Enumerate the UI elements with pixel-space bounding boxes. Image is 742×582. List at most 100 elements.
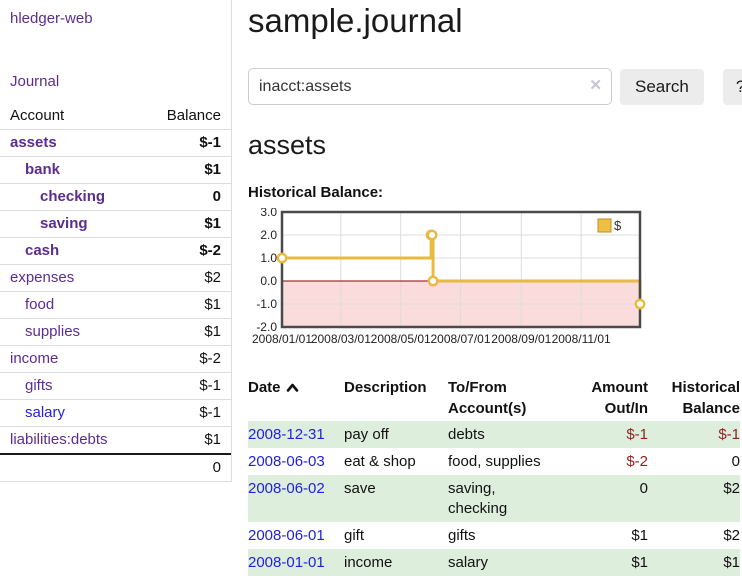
transaction-amount: 0	[639, 480, 648, 497]
transaction-row: 2008-06-02 save saving, checking 0 $2	[248, 475, 740, 522]
account-row: supplies $1	[0, 318, 231, 346]
account-balance: $1	[144, 210, 231, 238]
transaction-accounts: saving, checking	[448, 480, 508, 517]
transaction-date-link[interactable]: 2008-06-02	[248, 480, 325, 497]
account-balance: $1	[144, 426, 231, 454]
account-row: bank $1	[0, 156, 231, 184]
transaction-accounts: salary	[448, 554, 489, 571]
search-button[interactable]: Search	[620, 68, 704, 105]
account-link-liabilities-debts[interactable]: liabilities:debts	[10, 431, 108, 448]
transaction-date-link[interactable]: 2008-06-03	[248, 453, 325, 470]
chart-y-tick-label: -2.0	[256, 320, 277, 334]
transaction-amount: $-1	[626, 426, 648, 443]
transaction-date-link[interactable]: 2008-01-01	[248, 554, 325, 571]
transaction-row: 2008-01-01 income salary $1 $1	[248, 549, 740, 576]
chart-y-tick-label: 2.0	[260, 228, 277, 242]
account-row: salary $-1	[0, 399, 231, 427]
account-row: assets $-1	[0, 129, 231, 157]
transaction-row: 2008-06-03 eat & shop food, supplies $-2 0	[248, 448, 740, 475]
sidebar: hledger-web Journal Account Balance asse…	[0, 0, 232, 482]
transaction-balance: $2	[723, 527, 740, 544]
chart-data-point	[427, 275, 439, 287]
account-balance: $-1	[144, 372, 231, 400]
chart-x-tick-label: 2008/01/01	[252, 332, 312, 346]
account-balance: $-1	[144, 129, 231, 157]
account-balance: $2	[144, 264, 231, 292]
sort-ascending-icon	[286, 383, 298, 392]
transaction-description: eat & shop	[344, 453, 416, 470]
transaction-row: 2008-12-31 pay off debts $-1 $-1	[248, 421, 740, 448]
account-balance: 0	[144, 183, 231, 211]
account-row: income $-2	[0, 345, 231, 373]
search-input[interactable]	[248, 68, 612, 105]
transaction-accounts: debts	[448, 426, 485, 443]
account-link-supplies[interactable]: supplies	[25, 323, 81, 340]
chart-title: Historical Balance:	[248, 184, 384, 201]
chart-legend-swatch	[597, 218, 612, 233]
chart-y-tick-label: 3.0	[260, 208, 277, 219]
chart-x-tick-label: 2008/03/01	[311, 332, 371, 346]
accounts-total-balance: 0	[144, 453, 231, 482]
account-link-bank[interactable]: bank	[25, 161, 61, 178]
amount-column-header: Amount Out/In	[591, 379, 648, 417]
accounts-total-row: 0	[0, 453, 231, 482]
description-column-header: Description	[344, 379, 427, 396]
account-link-cash[interactable]: cash	[25, 242, 60, 259]
transaction-description: save	[344, 480, 376, 497]
transaction-amount: $-2	[626, 453, 648, 470]
chart-x-tick-label: 2008/11/01	[552, 332, 611, 346]
search-form: ✕ Search ?	[248, 68, 742, 105]
transaction-accounts: gifts	[448, 527, 476, 544]
chart-svg: $3.0 2.0 1.0 0.0 -1.0 -2.02008/01/012008/03/0…	[252, 205, 646, 346]
chart-x-tick-label: 2008/05/01	[371, 332, 431, 346]
account-link-saving[interactable]: saving	[40, 215, 88, 232]
account-balance: $-2	[144, 237, 231, 265]
account-heading: assets	[248, 130, 327, 160]
sidebar-item-journal[interactable]: Journal	[10, 73, 60, 90]
help-button[interactable]: ?	[722, 68, 742, 105]
account-row: expenses $2	[0, 264, 231, 292]
account-link-gifts[interactable]: gifts	[25, 377, 53, 394]
chart-y-tick-label: 0.0	[260, 274, 277, 288]
account-balance: $1	[144, 156, 231, 184]
transaction-accounts: food, supplies	[448, 453, 541, 470]
date-column-header-sortable[interactable]: Date	[248, 375, 344, 421]
accounts-table: Account Balance assets $-1 bank $1 checking 0…	[0, 104, 231, 482]
transaction-amount: $1	[631, 527, 648, 544]
brand-link[interactable]: hledger-web	[10, 10, 93, 27]
account-row: gifts $-1	[0, 372, 231, 400]
accounts-column-header: To/From Account(s)	[448, 379, 527, 417]
account-balance: $1	[144, 291, 231, 319]
chart-x-tick-label: 2008/07/01	[430, 332, 490, 346]
account-link-income[interactable]: income	[10, 350, 59, 367]
account-balance: $-1	[144, 399, 231, 427]
transaction-balance: 0	[731, 453, 740, 470]
register-table: Date Description To/From Account(s) Amou…	[248, 375, 740, 576]
account-row: saving $1	[0, 210, 231, 238]
account-link-assets[interactable]: assets	[10, 134, 57, 151]
page-title: sample.journal	[248, 2, 463, 39]
chart-y-tick-label: -1.0	[256, 297, 277, 311]
chart-x-tick-label: 2008/09/01	[491, 332, 551, 346]
register-header-row: Date Description To/From Account(s) Amou…	[248, 375, 740, 421]
chart-legend-label: $	[614, 218, 622, 233]
transaction-description: gift	[344, 527, 365, 544]
clear-search-icon[interactable]: ✕	[589, 77, 602, 94]
chart-y-tick-label: 1.0	[260, 251, 277, 265]
historical-balance-column-header: Historical Balance	[671, 379, 740, 417]
account-balance: $-2	[144, 345, 231, 373]
account-row: liabilities:debts $1	[0, 426, 231, 454]
account-link-salary[interactable]: salary	[25, 404, 66, 421]
transaction-balance: $2	[723, 480, 740, 497]
account-link-expenses[interactable]: expenses	[10, 269, 75, 286]
account-link-checking[interactable]: checking	[40, 188, 106, 205]
historical-balance-chart: $3.0 2.0 1.0 0.0 -1.0 -2.0 2008/01/01 2008/03/0…	[248, 205, 742, 358]
chart-data-point	[276, 252, 288, 264]
account-row: cash $-2	[0, 237, 231, 265]
transaction-description: income	[344, 554, 393, 571]
transaction-balance: $-1	[718, 426, 740, 443]
account-link-food[interactable]: food	[25, 296, 55, 313]
account-row: food $1	[0, 291, 231, 319]
transaction-date-link[interactable]: 2008-06-01	[248, 527, 325, 544]
transaction-date-link[interactable]: 2008-12-31	[248, 426, 325, 443]
